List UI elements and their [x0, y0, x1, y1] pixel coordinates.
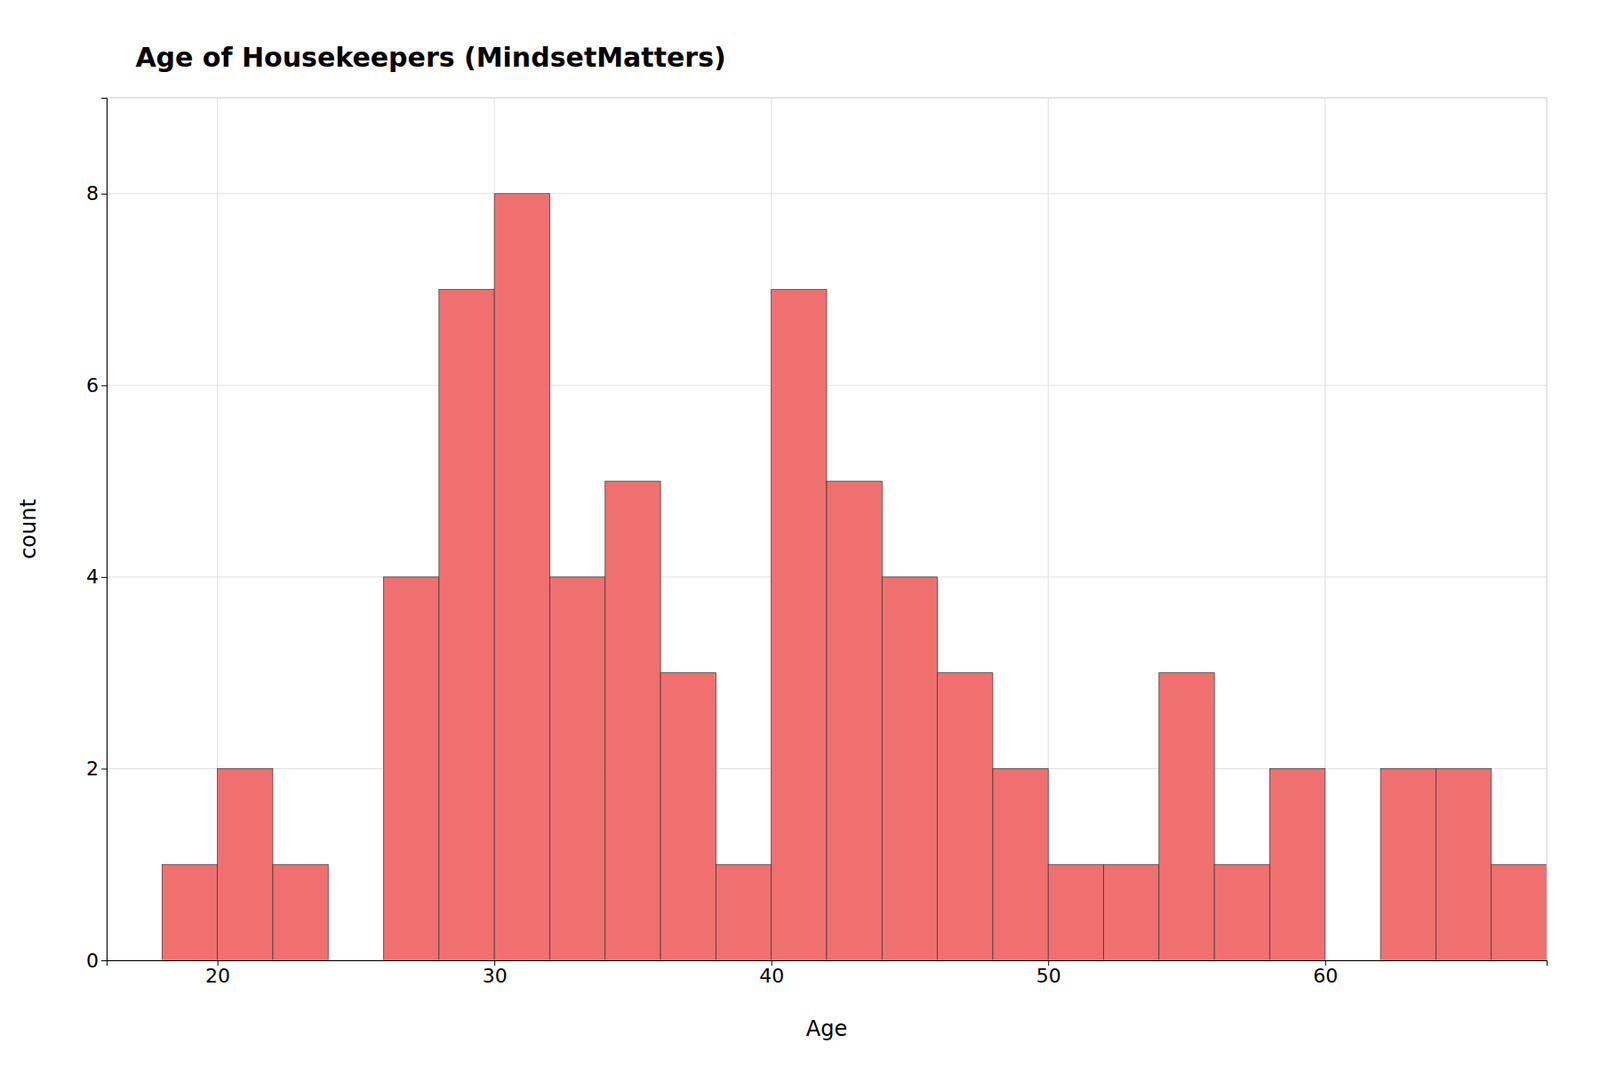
- y-tick: 6: [86, 374, 107, 397]
- y-tick-mark: [101, 576, 107, 578]
- x-axis: 20 30 40 50 60: [107, 960, 1548, 987]
- grid: [106, 97, 1547, 960]
- x-tick-label: 60: [1312, 964, 1338, 987]
- x-tick-label: 50: [1036, 964, 1062, 987]
- bar: [937, 672, 993, 960]
- y-axis-title: count: [16, 498, 41, 560]
- bar: [771, 289, 827, 960]
- x-tick: 30: [482, 960, 508, 987]
- bar: [1048, 864, 1104, 960]
- y-tick: 4: [86, 565, 107, 588]
- chart: 20 30 40 50 60 0 2 4 6 8 Age count Age of Housekeepe…: [0, 0, 1600, 1067]
- bar: [715, 864, 771, 960]
- bar: [1214, 864, 1270, 960]
- bar: [1380, 768, 1436, 960]
- bar: [660, 672, 716, 960]
- bar: [439, 289, 495, 960]
- x-tick: 50: [1036, 960, 1062, 987]
- bar: [161, 864, 217, 960]
- y-tick: 8: [86, 182, 107, 205]
- bar: [384, 576, 440, 960]
- bar: [1104, 864, 1160, 960]
- y-tick-mark: [101, 193, 107, 195]
- bar: [992, 768, 1048, 960]
- bar: [826, 480, 882, 960]
- bar: [217, 768, 273, 960]
- plot-frame: [106, 97, 1547, 960]
- bar: [1435, 768, 1491, 960]
- bar: [494, 193, 550, 960]
- y-tick-mark: [101, 384, 107, 386]
- bar: [1491, 864, 1547, 960]
- bar: [549, 576, 605, 960]
- y-tick-label: 0: [86, 949, 99, 972]
- y-tick: 0: [86, 949, 107, 972]
- y-tick-mark: [101, 768, 107, 769]
- bar: [605, 480, 661, 960]
- x-tick-label: 30: [482, 964, 508, 987]
- y-tick-label: 4: [86, 565, 99, 588]
- x-tick-label: 40: [759, 964, 784, 987]
- title: Age of Housekeepers (MindsetMatters): [135, 41, 726, 73]
- y-tick-mark: [101, 960, 107, 961]
- plot: 20 30 40 50 60 0 2 4 6 8: [86, 97, 1548, 987]
- bar: [272, 864, 328, 960]
- bar: [1269, 768, 1325, 960]
- grid-line-y: [106, 192, 1547, 194]
- x-tick: 60: [1312, 960, 1338, 987]
- bars: [161, 193, 1547, 960]
- y-tick-label: 2: [86, 757, 99, 780]
- y-tick-label: 6: [86, 374, 99, 397]
- x-tick: 40: [759, 960, 784, 987]
- x-tick-label: 20: [205, 964, 231, 987]
- y-axis: 0 2 4 6 8: [86, 98, 108, 972]
- bar: [881, 576, 937, 960]
- x-axis-title: Age: [806, 1016, 848, 1041]
- x-tick: 20: [205, 960, 231, 987]
- y-axis-line: [101, 98, 108, 961]
- y-tick: 2: [86, 757, 107, 780]
- bar: [1159, 672, 1215, 960]
- y-tick-label: 8: [86, 182, 99, 205]
